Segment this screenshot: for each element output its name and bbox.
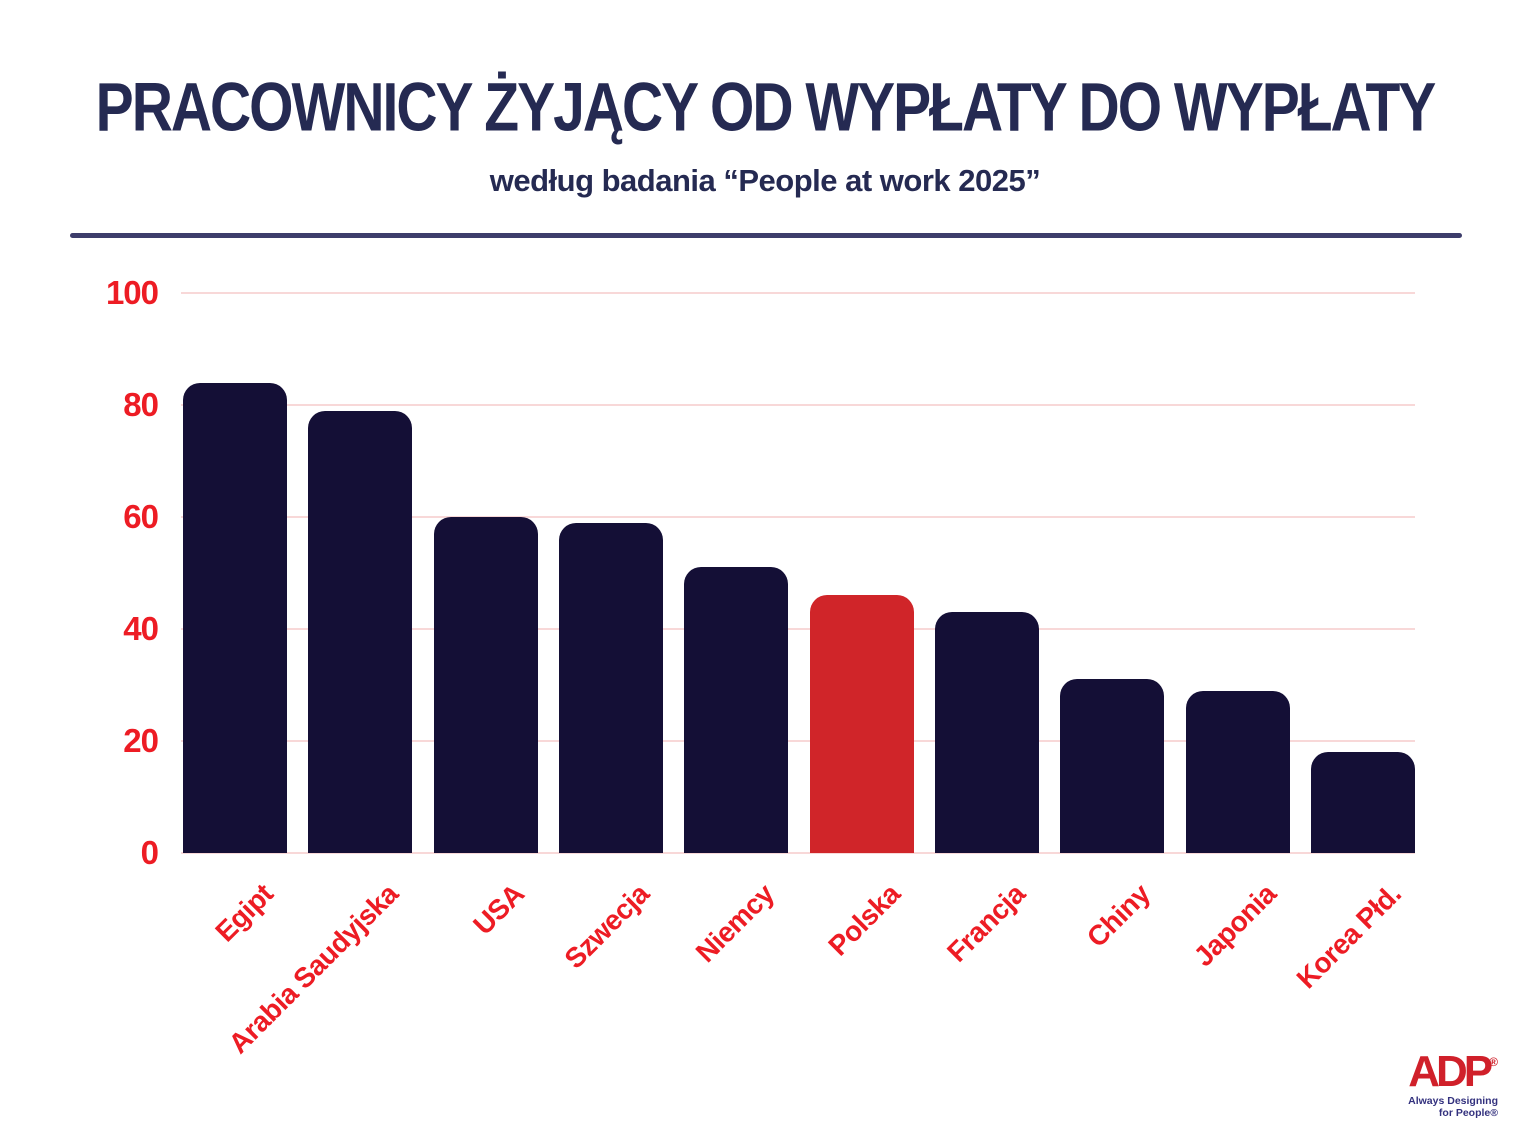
adp-tagline-line1: Always Designing <box>1408 1095 1498 1107</box>
bar-chiny <box>1060 679 1165 853</box>
gridline-0 <box>181 852 1415 854</box>
gridline-40 <box>181 628 1415 630</box>
page-title: PRACOWNICY ŻYJĄCY OD WYPŁATY DO WYPŁATY <box>95 69 1437 146</box>
gridline-80 <box>181 404 1415 406</box>
title-divider-line <box>70 233 1462 238</box>
y-axis-tick-40: 40 <box>123 610 159 647</box>
adp-wordmark-text: ADP <box>1408 1047 1493 1096</box>
bar-usa <box>433 517 538 853</box>
x-axis-label-egipt: Egipt <box>209 878 279 948</box>
y-axis-tick-80: 80 <box>123 386 159 423</box>
gridline-100 <box>181 292 1415 294</box>
y-axis-tick-100: 100 <box>105 274 159 311</box>
bar-japonia <box>1185 690 1290 853</box>
bar-polska <box>809 595 914 853</box>
adp-tagline-line2: for People® <box>1438 1107 1498 1120</box>
gridline-60 <box>181 516 1415 518</box>
y-axis-tick-60: 60 <box>123 498 159 535</box>
y-axis-tick-0: 0 <box>140 834 159 871</box>
adp-tagline: Always Designing for People® <box>1388 1095 1498 1119</box>
registered-mark: ® <box>1489 1055 1498 1069</box>
adp-wordmark: ADP® <box>1388 1040 1498 1094</box>
y-axis-tick-20: 20 <box>123 722 159 759</box>
page-subtitle: według badania “People at work 2025” <box>489 163 1041 198</box>
bar-szwecja <box>559 522 663 853</box>
bar-niemcy <box>684 567 789 853</box>
bar-egipt <box>183 382 287 853</box>
bar-arabia-saudyjska <box>308 410 413 853</box>
bar-korea-p-d <box>1311 752 1415 853</box>
adp-logo: ADP® Always Designing for People® <box>1388 1040 1498 1120</box>
bar-francja <box>935 612 1039 853</box>
gridline-20 <box>181 740 1415 742</box>
